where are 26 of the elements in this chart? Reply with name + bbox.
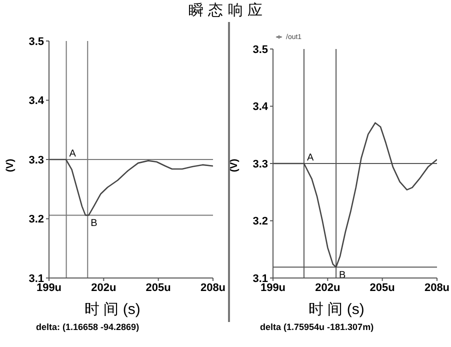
ref-line-label: B: [90, 218, 98, 230]
text: delta: (1.16658 -94.2869): [36, 322, 140, 332]
x-tick-label: 202u: [315, 282, 340, 294]
y-tick-label: 3.4: [28, 95, 45, 108]
ref-line-label: A: [306, 152, 314, 164]
y-axis-title: (V): [229, 158, 240, 172]
y-tick-label: 3.2: [252, 216, 268, 228]
y-tick-label: 3.2: [28, 214, 44, 226]
ref-line-label: A: [69, 148, 76, 160]
x-tick-label: 208u: [200, 282, 226, 294]
x-tick-label: 199u: [36, 282, 62, 294]
y-tick-label: 3.5: [252, 44, 268, 56]
x-axis-title: 时 间 (s): [84, 300, 142, 319]
y-tick-label: 3.4: [252, 101, 269, 114]
y-tick-label: 3.3: [252, 158, 268, 170]
chart-title: 瞬 态 响 应: [187, 1, 264, 20]
x-tick-label: 205u: [370, 282, 395, 294]
text: delta (1.75954u -181.307m): [260, 322, 374, 332]
x-axis-title: 时 间 (s): [308, 300, 366, 319]
x-tick-label: 208u: [424, 282, 450, 294]
x-tick-label: 199u: [260, 282, 286, 294]
x-tick-label: 205u: [146, 282, 171, 294]
y-axis-title: (V): [5, 158, 16, 172]
y-tick-label: 3.5: [28, 36, 44, 48]
x-tick-label: 202u: [91, 282, 116, 294]
y-tick-label: 3.3: [28, 154, 44, 166]
